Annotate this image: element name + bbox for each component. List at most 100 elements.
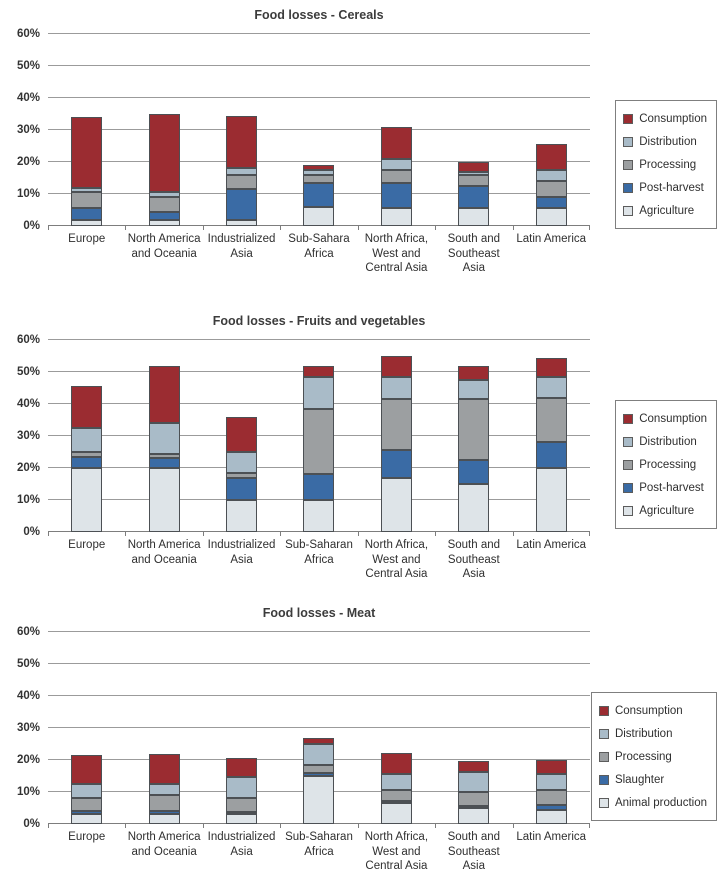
gridline [48,663,590,664]
segment-processing [303,764,335,773]
x-axis-tick [202,226,204,230]
bar-latin-america [535,340,567,532]
segment-distribution [226,777,258,799]
segment-consumption [71,117,103,188]
x-axis-label: Latin America [516,539,587,551]
chart-title: Food losses - Meat [262,606,376,620]
bar-slot [358,340,435,532]
segment-agriculture [380,208,412,226]
segment-agriculture [535,208,567,226]
segment-processing [226,798,258,813]
segment-distribution [535,170,567,182]
x-axis-label: Europe [68,831,106,843]
segment-distribution [303,744,335,765]
chart-meat: Food losses - Meat 0% 10% 20% 30% 40% 50% 60% … [0,592,719,884]
bar-north-africa-west-and-central-asia [380,34,412,226]
segment-distribution [380,376,412,400]
segment-post-harvest [303,474,335,500]
segment-post-harvest [535,197,567,209]
bar-slot [358,632,435,824]
segment-distribution [535,376,567,398]
legend-item-processing: Processing [623,453,707,476]
legend-item-consumption: Consumption [598,699,707,722]
y-tick-label: 20% [16,754,40,766]
bars-row [48,340,590,532]
x-axis-tick [512,532,514,536]
segment-agriculture [71,219,103,226]
legend-label: Distribution [614,727,673,740]
legend-label: Distribution [639,135,697,148]
legend-item-consumption: Consumption [623,407,707,430]
x-axis-label: Latin America [516,831,587,843]
gridline [48,339,590,340]
segment-processing [535,181,567,198]
segment-post-harvest [303,182,335,207]
bar-slot [280,34,357,226]
segment-distribution [535,774,567,791]
gridline [48,695,590,696]
legend-swatch-post-harvest [623,482,634,493]
bar-slot [203,34,280,226]
legend-swatch-distribution [623,436,634,447]
bar-industrialized-asia [226,632,258,824]
bar-north-africa-west-and-central-asia [380,632,412,824]
segment-distribution [226,168,258,175]
x-axis-tick [589,824,590,828]
x-labels-row: Europe North America and Oceania Industria… [48,830,590,874]
segment-slaughter [303,772,335,776]
plot-area: 0% 10% 20% 30% 40% 50% 60% [17,28,590,232]
bar-slot [435,632,512,824]
legend: Consumption Distribution Processing Slaught… [590,692,717,821]
segment-processing [380,790,412,802]
bar-sub-saharan-africa [303,632,335,824]
bars-row [48,632,590,824]
segment-slaughter [148,811,180,815]
y-tick-label: 30% [16,722,40,734]
segment-animal-production [148,814,180,824]
x-axis-tick [357,824,359,828]
y-tick-label: 50% [16,366,40,378]
x-axis-tick [435,532,437,536]
legend-label: Consumption [614,704,683,717]
bar-north-america-and-oceania [148,34,180,226]
y-tick-label: 20% [16,156,40,168]
segment-consumption [303,165,335,171]
bar-slot [48,34,125,226]
chart-fruits-vegetables: Food losses - Fruits and vegetables 0% 10… [0,300,719,592]
segment-processing [148,795,180,812]
y-tick-label: 0% [23,526,40,538]
bar-slot [203,632,280,824]
segment-slaughter [71,811,103,815]
segment-processing [535,397,567,443]
x-axis-tick [435,824,437,828]
segment-processing [226,174,258,190]
legend-item-post-harvest: Post-harvest [623,176,707,199]
chart-title: Food losses - Cereals [254,8,384,22]
bar-europe [71,340,103,532]
gridline [48,65,590,66]
legend-item-agriculture: Agriculture [623,499,707,522]
gridline [48,129,590,130]
segment-processing [458,399,490,460]
legend-label: Processing [614,750,672,763]
bar-latin-america [535,632,567,824]
x-axis-label: South and Southeast Asia [447,831,501,873]
x-axis-tick [357,226,359,230]
x-axis-tick [512,226,514,230]
segment-agriculture [458,484,490,532]
legend-label: Consumption [639,112,707,125]
x-axis-tick [125,824,127,828]
legend-swatch-processing [623,459,634,470]
legend-swatch-agriculture [623,505,634,516]
segment-distribution [71,428,103,453]
x-axis-label: North America and Oceania [127,539,201,566]
legend-label: Post-harvest [639,481,704,494]
bar-slot [513,340,590,532]
y-tick-label: 40% [16,398,40,410]
x-axis-tick [48,532,49,536]
x-axis-label: North America and Oceania [127,831,201,858]
x-axis-tick [202,532,204,536]
legend-item-distribution: Distribution [623,130,707,153]
y-tick-label: 50% [16,60,40,72]
